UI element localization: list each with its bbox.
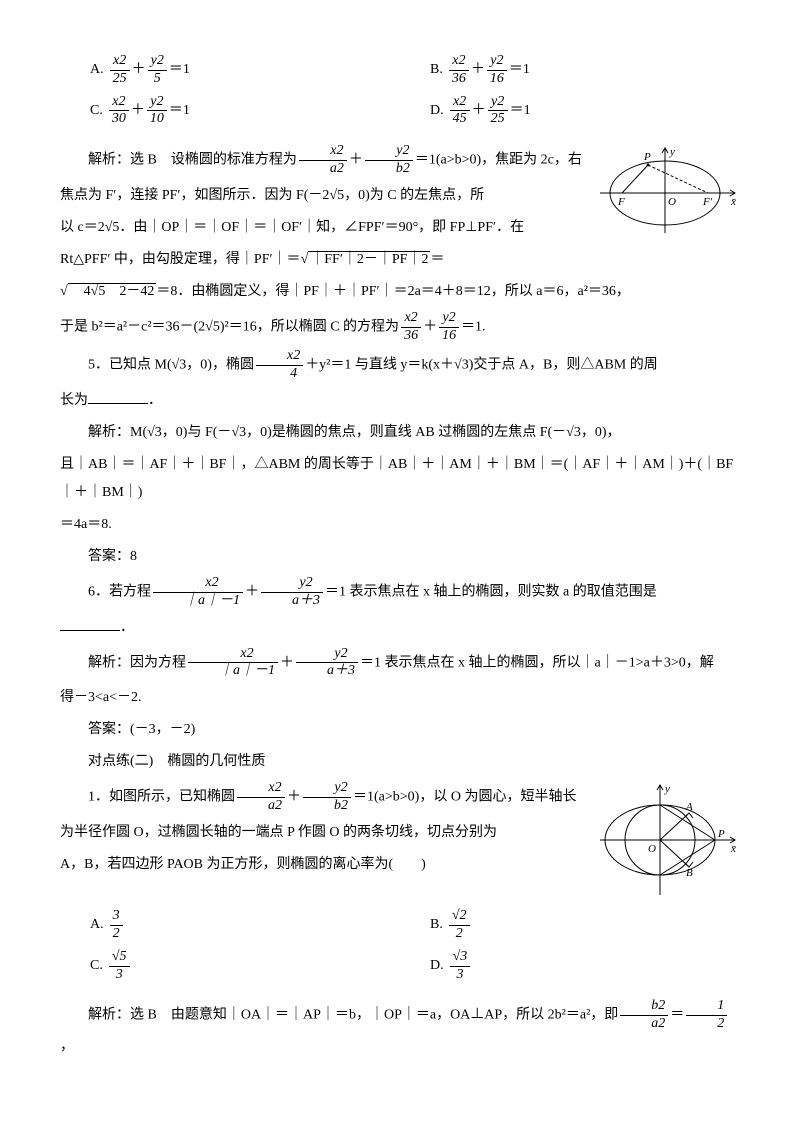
q1b-options: A. 32 B. √22 C. √53 D. √33 [60,905,740,986]
svg-text:x̄: x̄ [730,843,736,855]
option-c: C. x230＋y210＝1 [60,91,400,132]
option-c: C. √53 [60,946,400,987]
q5-answer: 答案：8 [60,543,740,571]
svg-text:F′: F′ [702,196,713,208]
opt-label: B. [430,56,443,84]
svg-text:O: O [668,196,676,208]
q6-stem: 6．若方程x2｜a｜－1＋y2a＋3＝1 表示焦点在 x 轴上的椭圆，则实数 a… [60,575,740,610]
opt-label: A. [90,56,104,84]
q5-stem-2: 长为． [60,387,740,415]
figure-ellipse-2: x̄ y O A B P [600,780,740,900]
figure-ellipse-1: P x̄ y F O F′ [600,143,740,238]
svg-text:x̄: x̄ [730,196,736,208]
option-a: A. x225＋y25＝1 [60,50,400,91]
option-b: B. x236＋y216＝1 [400,50,740,91]
q4-sol-p4: Rt△PFF′ 中，由勾股定理，得｜PF′｜＝√｜FF′｜2－｜PF｜2＝ [60,246,740,274]
blank-fill [88,389,148,404]
option-d: D. √33 [400,946,740,987]
svg-text:A: A [685,801,693,813]
q1b-sol: 解析：选 B 由题意知｜OA｜＝｜AP｜＝b，｜OP｜＝a，OA⊥AP，所以 2… [60,998,740,1061]
q5-sol-3: ＝4a＝8. [60,511,740,539]
opt-label: A. [90,911,104,939]
q5-sol-1: 解析：M(√3，0)与 F(－√3，0)是椭圆的焦点，则直线 AB 过椭圆的左焦… [60,419,740,447]
q4-sol-p6: 于是 b²＝a²－c²＝36－(2√5)²＝16，所以椭圆 C 的方程为x236… [60,310,740,345]
q4-options: A. x225＋y25＝1 B. x236＋y216＝1 C. x230＋y21… [60,50,740,131]
opt-label: D. [430,97,444,125]
svg-text:P: P [717,828,725,840]
svg-text:F: F [617,196,625,208]
blank-fill [60,616,120,631]
q6-sol-1: 解析：因为方程x2｜a｜－1＋y2a＋3＝1 表示焦点在 x 轴上的椭圆，所以｜… [60,646,740,681]
q6-blank: ． [60,614,740,642]
q5-stem: 5．已知点 M(√3，0)，椭圆x24＋y²＝1 与直线 y＝k(x＋√3)交于… [60,348,740,383]
option-a: A. 32 [60,905,400,946]
opt-label: D. [430,952,444,980]
svg-text:y: y [664,783,670,795]
svg-text:y: y [669,146,675,158]
option-d: D. x245＋y225＝1 [400,91,740,132]
opt-label: C. [90,97,103,125]
q4-sol-p5: √ 4√5 2－42＝8．由椭圆定义，得｜PF｜＋｜PF′｜＝2a＝4＋8＝12… [60,278,740,306]
section-2-title: 对点练(二) 椭圆的几何性质 [60,748,740,776]
q6-sol-2: 得－3<a<－2. [60,684,740,712]
svg-text:B: B [686,867,693,879]
svg-text:O: O [648,843,656,855]
opt-label: C. [90,952,103,980]
option-b: B. √22 [400,905,740,946]
q6-answer: 答案：(－3，－2) [60,716,740,744]
q5-sol-2: 且｜AB｜＝｜AF｜＋｜BF｜，△ABM 的周长等于｜AB｜＋｜AM｜＋｜BM｜… [60,451,740,507]
opt-label: B. [430,911,443,939]
svg-text:P: P [643,151,651,163]
